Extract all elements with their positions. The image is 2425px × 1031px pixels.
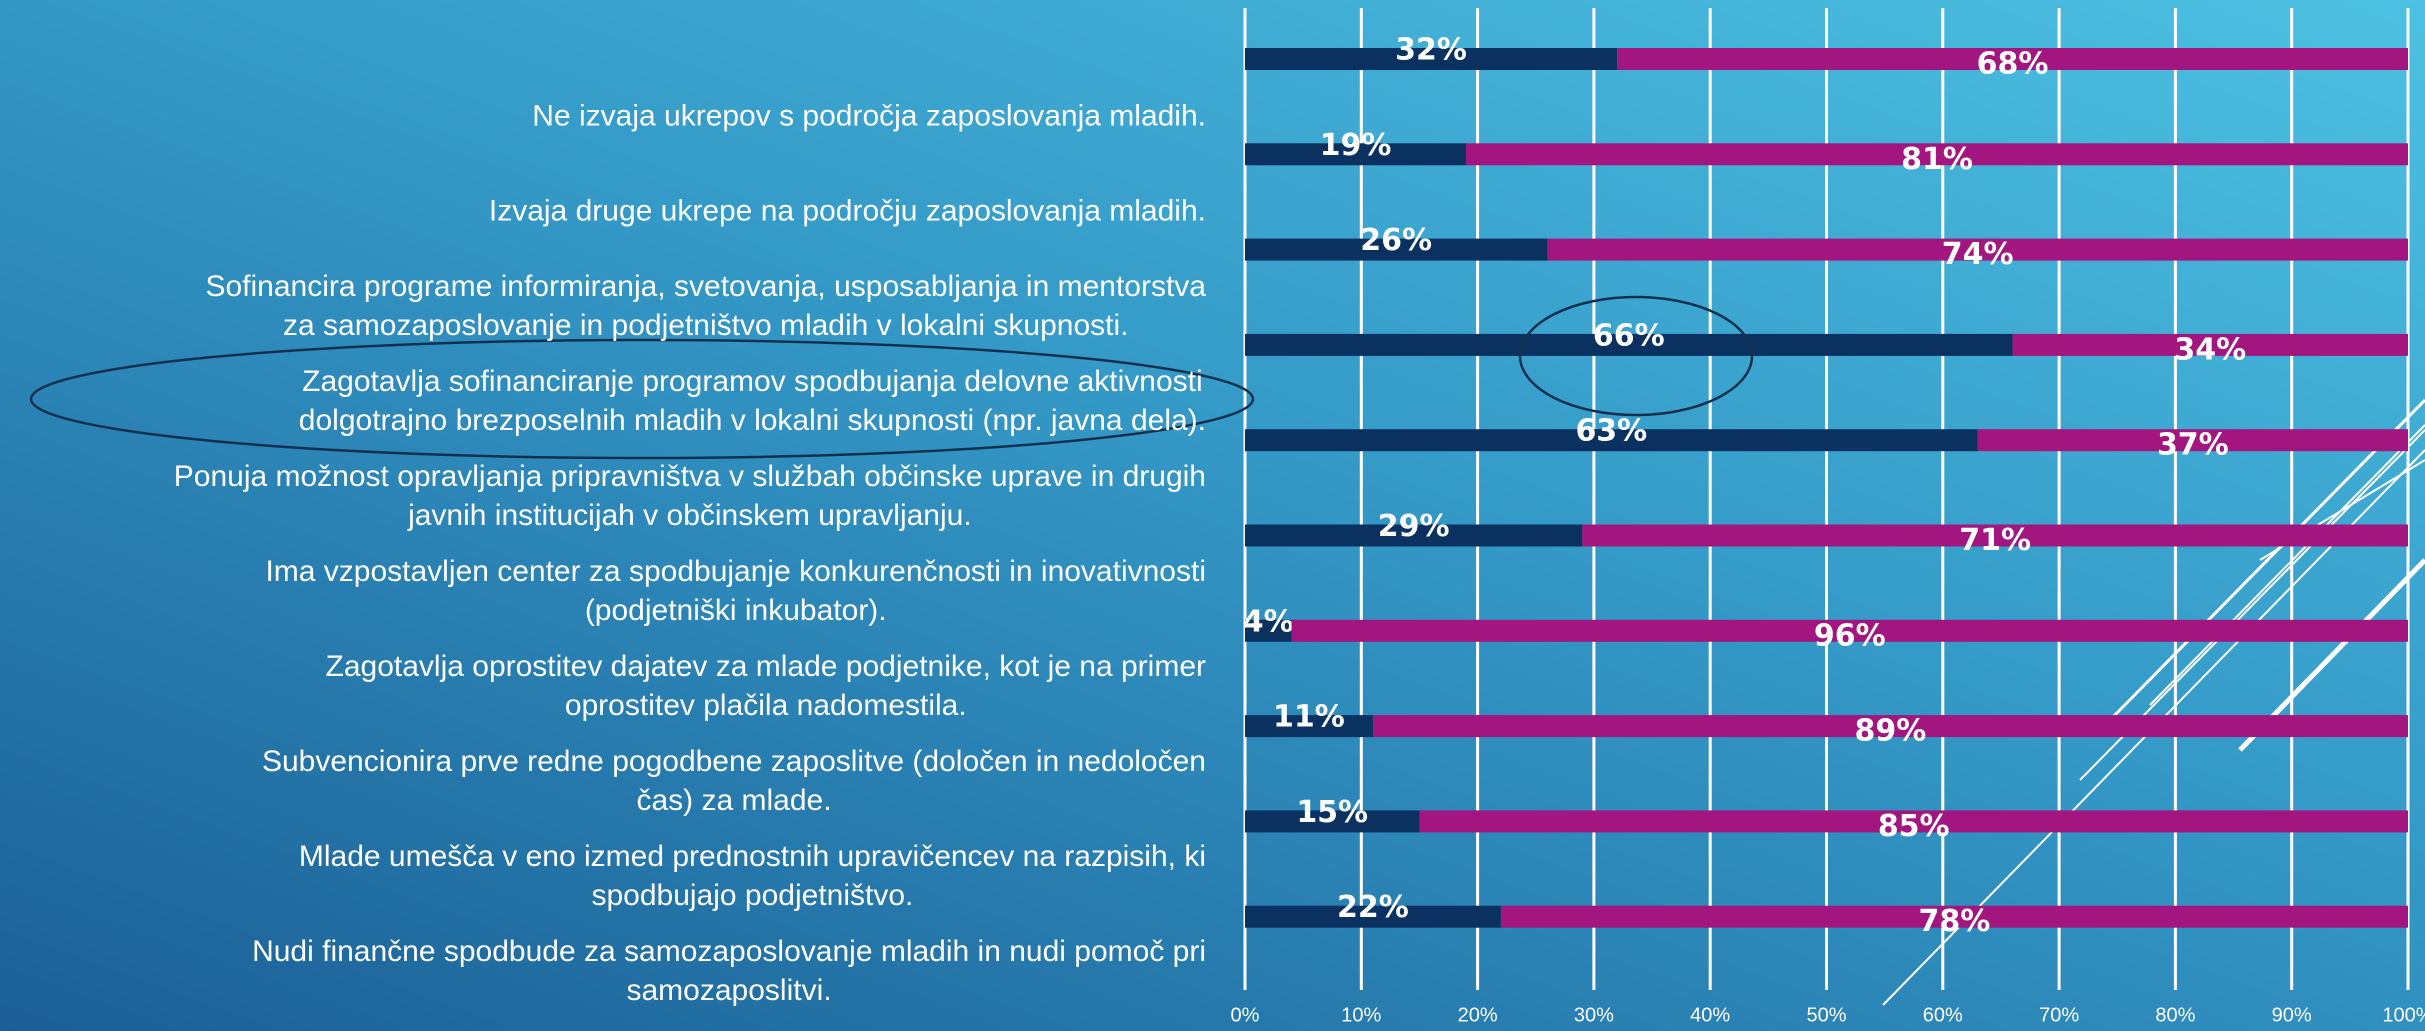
data-label: 96% xyxy=(1814,618,1886,653)
bar-segment xyxy=(1245,810,1420,833)
category-label: Ponuja možnost opravljanja pripravništva… xyxy=(174,457,1206,535)
bar-segment xyxy=(1245,238,1548,261)
bar-segment xyxy=(1465,143,2408,166)
bar-segment xyxy=(1245,524,1583,547)
bar-segment xyxy=(1245,429,1978,452)
category-label-line: Ima vzpostavljen center za spodbujanje k… xyxy=(265,555,1206,588)
category-label-line: Sofinancira programe informiranja, sveto… xyxy=(205,270,1206,303)
category-label-line: Ponuja možnost opravljanja pripravništva… xyxy=(173,460,1206,493)
x-tick-label: 60% xyxy=(1923,1004,1963,1026)
bar-segment xyxy=(1291,619,2408,642)
data-label: 74% xyxy=(1942,237,2014,272)
data-label: 29% xyxy=(1378,509,1450,544)
bar-segment xyxy=(1245,333,2013,356)
bar-segment xyxy=(1372,715,2408,738)
category-label-line: Zagotavlja oprostitev dajatev za mlade p… xyxy=(325,650,1206,683)
category-label: Ne izvaja ukrepov s področja zaposlovanj… xyxy=(532,97,1206,136)
category-label: Izvaja druge ukrepe na področju zaposlov… xyxy=(489,192,1206,231)
category-label-line: Ne izvaja ukrepov s področja zaposlovanj… xyxy=(532,99,1206,133)
data-label: 37% xyxy=(2157,428,2229,463)
bars: 32% 68% 19% 81% 26% 74% 66% 34% 63% 37% 29% 71% 4% 96… xyxy=(1243,33,2408,939)
x-tick-label: 30% xyxy=(1574,1004,1614,1026)
data-label: 71% xyxy=(1959,523,2031,558)
bar-segment xyxy=(1245,48,1618,70)
data-label: 68% xyxy=(1977,47,2049,82)
category-label-line: Mlade umešča v eno izmed prednostnih upr… xyxy=(298,840,1206,873)
data-label: 89% xyxy=(1855,714,1927,749)
category-label-line: Subvencionira prve redne pogodbene zapos… xyxy=(261,745,1206,778)
bar-segment xyxy=(1245,143,1466,166)
data-label: 26% xyxy=(1360,223,1432,258)
bar-segment xyxy=(1547,238,2408,261)
x-tick-label: 0% xyxy=(1231,1004,1260,1026)
data-label: 85% xyxy=(1878,809,1950,844)
x-tick-label: 10% xyxy=(1341,1004,1381,1026)
data-label: 11% xyxy=(1273,700,1345,735)
data-label: 63% xyxy=(1575,414,1647,449)
data-label: 34% xyxy=(2174,332,2246,367)
category-label: Zagotavlja sofinanciranje programov spod… xyxy=(299,362,1206,440)
category-label-line: dolgotrajno brezposelnih mladih v lokaln… xyxy=(298,404,1206,437)
data-label: 19% xyxy=(1320,128,1392,163)
category-label: Mlade umešča v eno izmed prednostnih upr… xyxy=(299,837,1206,915)
data-label: 66% xyxy=(1593,318,1665,353)
bar-segment xyxy=(1419,810,2408,833)
bar-segment xyxy=(2012,333,2408,356)
data-label: 15% xyxy=(1296,795,1368,830)
bar-segment xyxy=(1245,619,1292,642)
category-label-line: samozaposlitvi. xyxy=(626,974,832,1007)
bar-segment xyxy=(1617,48,2408,70)
category-label-line: Zagotavlja sofinanciranje programov spod… xyxy=(302,365,1203,398)
category-label-line: Izvaja druge ukrepe na področju zaposlov… xyxy=(488,194,1206,228)
highlight-ellipse xyxy=(29,338,1255,460)
data-label: 4% xyxy=(1243,604,1294,639)
highlight-ellipse xyxy=(1518,295,1754,417)
bar-segment xyxy=(1245,715,1373,738)
category-label-line: Nudi finančne spodbude za samozaposlovan… xyxy=(252,935,1206,968)
x-tick-label: 40% xyxy=(1690,1004,1730,1026)
x-tick-label: 70% xyxy=(2039,1004,2079,1026)
category-label-line: javnih institucijah v občinskem upravlja… xyxy=(408,499,972,532)
x-tick-label: 50% xyxy=(1806,1004,1846,1026)
data-label: 78% xyxy=(1919,904,1991,939)
x-tick-label: 20% xyxy=(1458,1004,1498,1026)
category-label-line: (podjetniški inkubator). xyxy=(584,594,887,627)
category-label-line: spodbujajo podjetništvo. xyxy=(591,879,914,912)
data-label: 81% xyxy=(1901,142,1973,177)
category-label: Zagotavlja oprostitev dajatev za mlade p… xyxy=(326,647,1206,725)
bar-segment xyxy=(1500,905,2408,928)
category-label-line: oprostitev plačila nadomestila. xyxy=(564,689,967,722)
category-label: Subvencionira prve redne pogodbene zapos… xyxy=(262,742,1206,820)
category-label: Nudi finančne spodbude za samozaposlovan… xyxy=(252,932,1206,1010)
category-label: Ima vzpostavljen center za spodbujanje k… xyxy=(265,552,1206,630)
category-label: Sofinancira programe informiranja, sveto… xyxy=(205,267,1206,345)
category-label-line: za samozaposlovanje in podjetništvo mlad… xyxy=(283,309,1129,342)
category-label-line: čas) za mlade. xyxy=(636,784,832,817)
x-tick-label: 80% xyxy=(2155,1004,2195,1026)
data-label: 22% xyxy=(1337,890,1409,925)
bar-segment xyxy=(1977,429,2408,452)
x-tick-label: 100% xyxy=(2382,1004,2425,1026)
bar-segment xyxy=(1245,905,1501,928)
bar-segment xyxy=(1582,524,2408,547)
data-label: 32% xyxy=(1395,33,1467,68)
x-tick-label: 90% xyxy=(2272,1004,2312,1026)
